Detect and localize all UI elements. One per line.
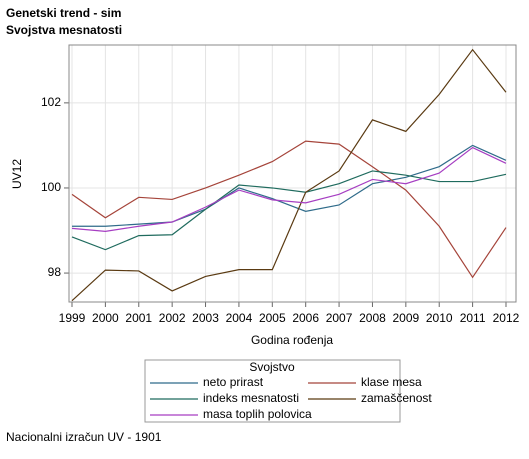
legend-label: zamaščenost (361, 391, 432, 405)
x-axis-label: Godina rođenja (251, 333, 333, 347)
x-tick-label: 2009 (392, 311, 419, 325)
footnote: Nacionalni izračun UV - 1901 (6, 430, 162, 444)
y-tick-label: 102 (41, 95, 61, 109)
legend-label: klase mesa (361, 375, 422, 389)
x-tick-label: 1999 (59, 311, 86, 325)
series-line (72, 144, 507, 227)
x-tick-label: 2008 (359, 311, 386, 325)
x-tick-label: 2004 (226, 311, 253, 325)
x-tick-label: 2007 (326, 311, 353, 325)
y-tick-label: 98 (48, 265, 62, 279)
x-tick-label: 2001 (125, 311, 152, 325)
x-tick-label: 2011 (460, 311, 486, 325)
legend-label: masa toplih polovica (203, 407, 312, 421)
series-line (71, 146, 507, 232)
x-tick-label: 2010 (426, 311, 453, 325)
y-tick-label: 100 (41, 180, 61, 194)
y-axis-label: UV12 (10, 159, 24, 189)
series-line (71, 140, 507, 279)
plot-frame (68, 44, 517, 303)
legend-label: neto prirast (203, 375, 264, 389)
legend-label: indeks mesnatosti (203, 391, 299, 405)
series-line (71, 48, 507, 302)
x-tick-label: 2012 (493, 311, 520, 325)
x-tick-label: 2003 (192, 311, 219, 325)
chart-title: Genetski trend - sim (6, 6, 121, 20)
x-tick-label: 2000 (92, 311, 119, 325)
legend-box (144, 359, 401, 423)
x-tick-label: 2002 (159, 311, 186, 325)
x-tick-label: 2006 (292, 311, 319, 325)
series-line (71, 170, 507, 251)
legend-title: Svojstvo (249, 360, 295, 374)
chart-subtitle: Svojstva mesnatosti (6, 23, 122, 37)
x-tick-label: 2005 (259, 311, 286, 325)
